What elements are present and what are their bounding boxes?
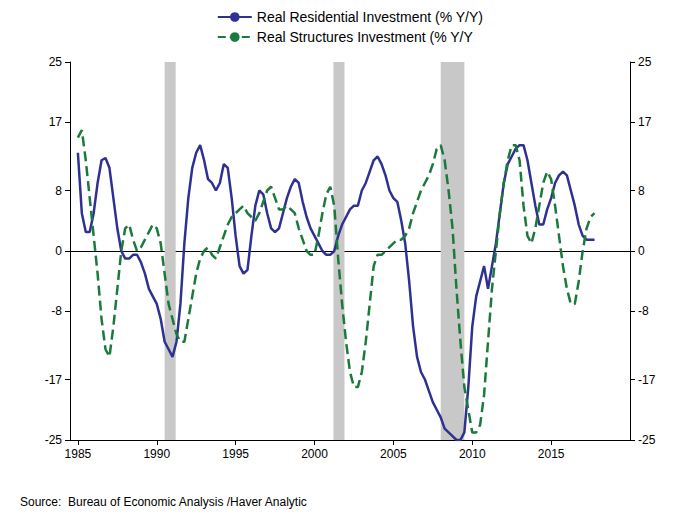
svg-text:2005: 2005 xyxy=(380,447,407,461)
svg-text:-8: -8 xyxy=(638,304,649,318)
svg-text:1985: 1985 xyxy=(65,447,92,461)
svg-text:17: 17 xyxy=(638,115,652,129)
svg-text:1995: 1995 xyxy=(222,447,249,461)
svg-text:-17: -17 xyxy=(638,373,656,387)
svg-text:0: 0 xyxy=(55,244,62,258)
svg-text:-25: -25 xyxy=(638,433,656,447)
svg-text:2015: 2015 xyxy=(538,447,565,461)
svg-text:Real Structures Investment (%: Real Structures Investment (% Y/Y xyxy=(257,29,474,45)
svg-text:1990: 1990 xyxy=(143,447,170,461)
svg-text:Source: Bureau of Economic An: Source: Bureau of Economic Analysis /Hav… xyxy=(20,495,307,509)
svg-text:Real Residential Investment (%: Real Residential Investment (% Y/Y) xyxy=(257,9,483,25)
svg-text:-17: -17 xyxy=(45,373,63,387)
svg-text:8: 8 xyxy=(638,184,645,198)
svg-text:2010: 2010 xyxy=(459,447,486,461)
svg-text:0: 0 xyxy=(638,244,645,258)
svg-text:8: 8 xyxy=(55,184,62,198)
svg-text:-25: -25 xyxy=(45,433,63,447)
svg-text:-8: -8 xyxy=(51,304,62,318)
svg-text:25: 25 xyxy=(638,55,652,69)
svg-text:2000: 2000 xyxy=(301,447,328,461)
svg-text:25: 25 xyxy=(49,55,63,69)
svg-text:17: 17 xyxy=(49,115,63,129)
